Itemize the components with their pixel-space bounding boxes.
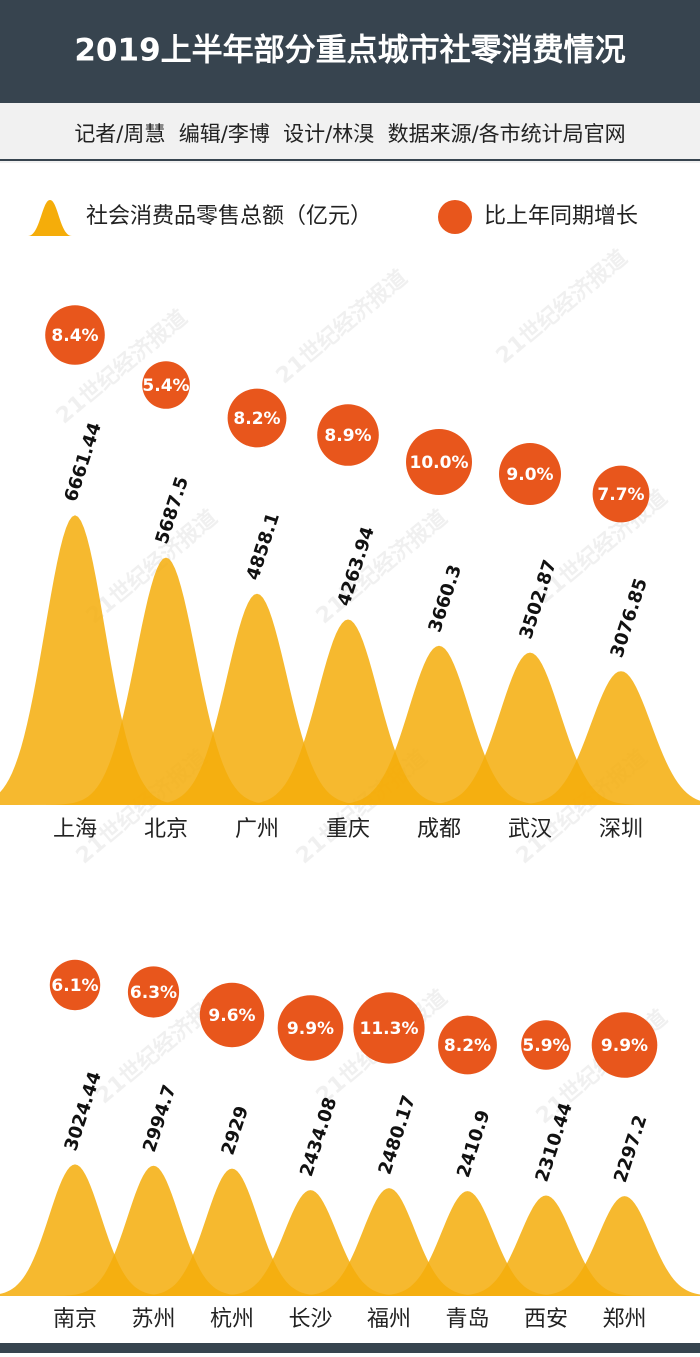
legend-circle bbox=[438, 200, 472, 234]
growth-label: 6.1% bbox=[51, 976, 98, 996]
growth-label: 6.3% bbox=[130, 983, 177, 1003]
category-label: 杭州 bbox=[210, 1307, 254, 1332]
growth-label: 10.0% bbox=[410, 453, 469, 473]
watermark: 21世纪经济报道 bbox=[271, 265, 412, 389]
value-label: 3024.44 bbox=[61, 1069, 106, 1153]
category-label: 长沙 bbox=[288, 1307, 332, 1332]
value-label: 2434.08 bbox=[296, 1095, 341, 1179]
footer-bar bbox=[0, 1343, 700, 1353]
growth-label: 8.9% bbox=[324, 426, 371, 446]
growth-label: 11.3% bbox=[360, 1019, 419, 1039]
growth-label: 9.6% bbox=[208, 1006, 255, 1026]
legend-label: 比上年同期增长 bbox=[484, 204, 638, 229]
value-label: 2410.9 bbox=[453, 1108, 494, 1181]
category-label: 北京 bbox=[144, 817, 188, 842]
growth-label: 9.9% bbox=[287, 1019, 334, 1039]
category-label: 郑州 bbox=[602, 1307, 646, 1332]
value-label: 2994.7 bbox=[139, 1082, 180, 1155]
legend-label: 社会消费品零售总额（亿元） bbox=[86, 204, 372, 229]
watermark: 21世纪经济报道 bbox=[491, 245, 632, 369]
growth-label: 8.4% bbox=[51, 326, 98, 346]
category-label: 武汉 bbox=[508, 817, 552, 842]
category-label: 重庆 bbox=[326, 817, 370, 842]
category-label: 上海 bbox=[53, 817, 97, 842]
growth-label: 5.4% bbox=[142, 376, 189, 396]
category-label: 苏州 bbox=[131, 1307, 175, 1332]
value-label: 4858.1 bbox=[243, 510, 284, 583]
growth-label: 5.9% bbox=[522, 1036, 569, 1056]
value-label: 2929 bbox=[218, 1104, 253, 1158]
category-label: 深圳 bbox=[599, 817, 643, 842]
subtitle: 记者/周慧 编辑/李博 设计/林湨 数据来源/各市统计局官网 bbox=[74, 122, 625, 146]
value-label: 2297.2 bbox=[610, 1113, 651, 1186]
category-label: 西安 bbox=[524, 1307, 568, 1332]
title: 2019上半年部分重点城市社零消费情况 bbox=[74, 33, 625, 69]
value-label: 2480.17 bbox=[375, 1093, 420, 1177]
growth-label: 7.7% bbox=[597, 485, 644, 505]
legend-bell bbox=[28, 200, 72, 236]
value-label: 3660.3 bbox=[425, 562, 466, 635]
category-label: 青岛 bbox=[445, 1307, 489, 1332]
value-label: 3076.85 bbox=[607, 576, 652, 660]
category-label: 南京 bbox=[53, 1307, 97, 1332]
category-label: 广州 bbox=[235, 817, 279, 842]
growth-label: 9.0% bbox=[506, 465, 553, 485]
growth-label: 8.2% bbox=[233, 409, 280, 429]
category-label: 成都 bbox=[417, 817, 461, 842]
growth-label: 9.9% bbox=[601, 1036, 648, 1056]
growth-label: 8.2% bbox=[444, 1036, 491, 1056]
category-label: 福州 bbox=[367, 1307, 411, 1332]
value-label: 6661.44 bbox=[61, 420, 106, 504]
